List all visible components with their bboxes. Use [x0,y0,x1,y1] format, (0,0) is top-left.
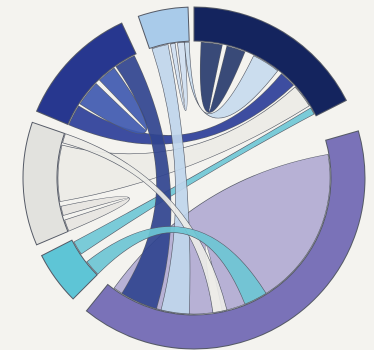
chord-ribbon-navy-self [199,41,246,113]
chord-ribbon-lightgrey-purple [62,133,228,314]
chord-ribbon-navy-cyan [73,107,315,255]
chord-group-arc-g-cyan [40,239,98,300]
chord-group-arcs [22,6,366,350]
chord-ribbon-skyblue-purple [151,44,191,315]
chord-group-arc-g-lightgrey [22,121,69,246]
chord-ribbon-navy-lightgrey [57,86,310,202]
chord-ribbon-blue-self [79,67,148,135]
chord-ribbon-lightgrey-self [60,196,130,232]
chord-group-arc-g-purple [85,130,366,350]
chord-group-arc-g-blue [35,22,137,126]
chord-ribbon-skyblue-self [170,42,188,111]
chord-ribbon-skyblue-navy [184,41,279,119]
chord-ribbon-blue-purple [115,55,172,310]
chord-group-arc-g-navy [193,6,348,117]
chord-ribbons [57,41,331,315]
chord-group-arc-g-skyblue [137,6,190,50]
chord-ribbon-navy-blue [68,73,294,145]
chord-ribbon-cyan-purple [86,226,267,305]
